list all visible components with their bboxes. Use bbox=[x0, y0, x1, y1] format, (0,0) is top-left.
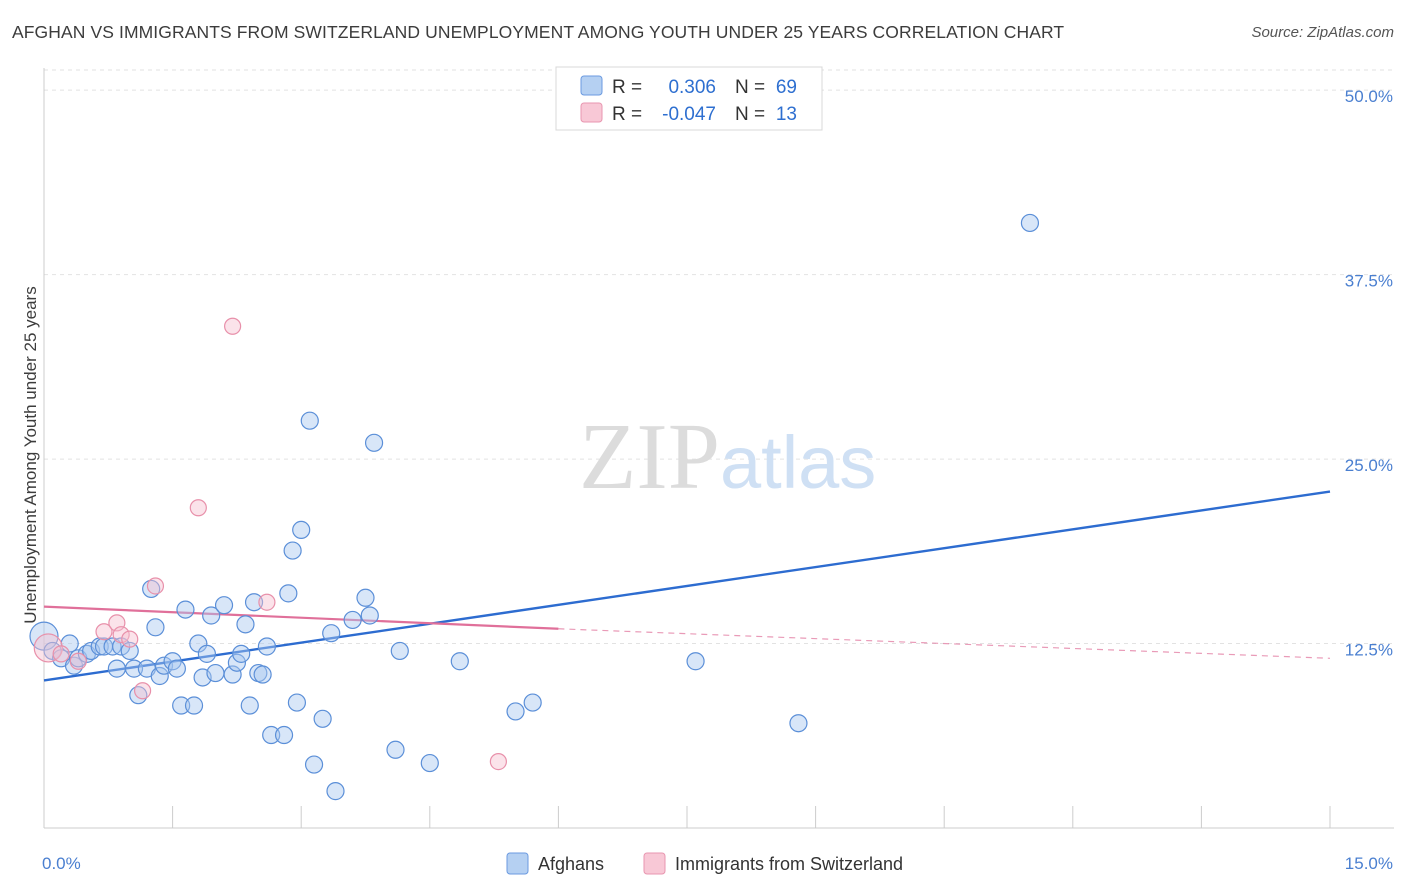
data-point-swiss bbox=[489, 752, 507, 771]
y-tick-label: 12.5% bbox=[1345, 641, 1393, 660]
data-point-afghans bbox=[167, 659, 186, 678]
data-point-afghans bbox=[120, 641, 139, 661]
legend-r-label-1: R = bbox=[612, 77, 642, 98]
scatter-points bbox=[29, 213, 1040, 801]
data-point-afghans bbox=[197, 644, 216, 663]
data-point-afghans bbox=[172, 696, 191, 715]
data-point-afghans bbox=[236, 615, 255, 634]
data-point-afghans bbox=[262, 725, 281, 745]
data-point-afghans bbox=[232, 644, 251, 663]
data-point-swiss bbox=[112, 626, 130, 644]
data-point-swiss bbox=[133, 682, 152, 700]
data-point-swiss bbox=[146, 577, 165, 595]
x-tick-label-max: 15.0% bbox=[1345, 854, 1393, 873]
data-point-afghans bbox=[257, 637, 277, 656]
data-point-afghans bbox=[450, 652, 469, 671]
data-point-swiss bbox=[189, 499, 207, 517]
data-point-afghans bbox=[304, 755, 324, 774]
data-point-afghans bbox=[313, 709, 332, 728]
legend-n-value-2: 13 bbox=[776, 104, 797, 125]
y-axis-label: Unemployment Among Youth under 25 years bbox=[21, 286, 40, 623]
data-point-afghans bbox=[789, 714, 808, 733]
legend-r-value-1: 0.306 bbox=[668, 77, 716, 98]
chart-title: AFGHAN VS IMMIGRANTS FROM SWITZERLAND UN… bbox=[12, 22, 1065, 42]
legend-n-value-1: 69 bbox=[776, 77, 797, 98]
data-point-afghans bbox=[146, 618, 165, 637]
watermark-atlas: atlas bbox=[720, 421, 876, 504]
data-point-afghans bbox=[292, 520, 311, 540]
data-point-afghans bbox=[150, 666, 169, 686]
legend-n-label-2: N = bbox=[735, 104, 765, 125]
data-point-swiss bbox=[224, 317, 242, 335]
data-point-afghans bbox=[240, 696, 259, 715]
data-point-afghans bbox=[107, 659, 126, 678]
data-point-afghans bbox=[214, 596, 234, 615]
series-label-swiss: Immigrants from Switzerland bbox=[675, 854, 903, 874]
data-point-afghans bbox=[390, 641, 409, 661]
axes bbox=[43, 68, 1394, 829]
data-point-swiss bbox=[258, 593, 276, 611]
data-point-afghans bbox=[244, 593, 264, 612]
data-point-swiss bbox=[69, 652, 87, 670]
data-point-afghans bbox=[322, 624, 341, 643]
data-point-afghans bbox=[202, 606, 221, 625]
legend-r-value-2: -0.047 bbox=[662, 104, 716, 125]
data-point-afghans bbox=[360, 606, 379, 625]
data-point-afghans bbox=[386, 740, 405, 759]
legend-swatch-afghans bbox=[580, 75, 603, 96]
data-point-afghans bbox=[279, 584, 298, 603]
y-tick-label: 25.0% bbox=[1345, 456, 1393, 475]
data-point-afghans bbox=[206, 663, 225, 683]
tick-labels: 12.5% 25.0% 37.5% 50.0% 0.0% 15.0% bbox=[42, 87, 1393, 873]
legend-swatch-swiss bbox=[580, 102, 603, 123]
data-point-afghans bbox=[184, 696, 204, 715]
data-point-afghans bbox=[420, 753, 439, 773]
data-point-swiss bbox=[121, 630, 139, 648]
data-point-afghans bbox=[223, 665, 242, 684]
data-point-afghans bbox=[112, 637, 131, 656]
data-point-swiss bbox=[95, 623, 113, 641]
source-label: Source: ZipAtlas.com bbox=[1251, 24, 1394, 41]
trend-line-swiss-extension bbox=[558, 628, 1331, 659]
data-point-afghans bbox=[523, 693, 542, 712]
data-point-afghans bbox=[506, 702, 525, 721]
correlation-legend: R = 0.306 N = 69 R = -0.047 N = 13 bbox=[555, 66, 823, 131]
data-point-afghans bbox=[326, 782, 345, 801]
data-point-afghans bbox=[124, 659, 144, 678]
data-point-afghans bbox=[142, 579, 161, 599]
data-point-afghans bbox=[300, 411, 319, 430]
data-point-afghans bbox=[1020, 213, 1040, 233]
data-point-afghans bbox=[356, 588, 375, 607]
series-legend: Afghans Immigrants from Switzerland bbox=[506, 852, 903, 875]
data-point-swiss bbox=[33, 633, 63, 663]
x-ticks bbox=[43, 806, 1331, 828]
trend-line-swiss bbox=[43, 605, 559, 630]
data-point-afghans bbox=[287, 693, 307, 712]
legend-n-label-1: N = bbox=[735, 77, 765, 98]
y-tick-label: 50.0% bbox=[1345, 87, 1393, 106]
data-point-afghans bbox=[343, 610, 362, 630]
data-point-afghans bbox=[253, 665, 272, 684]
data-point-afghans bbox=[283, 541, 302, 560]
data-point-afghans bbox=[176, 600, 195, 619]
data-point-afghans bbox=[274, 725, 294, 745]
data-point-afghans bbox=[686, 652, 705, 671]
series-swatch-afghans bbox=[506, 852, 529, 875]
grid-lines bbox=[44, 69, 1394, 645]
series-swatch-swiss bbox=[643, 852, 666, 875]
x-tick-label-min: 0.0% bbox=[42, 854, 81, 873]
data-point-afghans bbox=[227, 653, 246, 672]
series-label-afghans: Afghans bbox=[538, 854, 604, 874]
data-point-swiss bbox=[52, 645, 70, 663]
y-tick-label: 37.5% bbox=[1345, 272, 1393, 291]
watermark-zip: ZIP bbox=[579, 405, 720, 509]
legend-r-label-2: R = bbox=[612, 104, 642, 125]
data-point-afghans bbox=[364, 433, 384, 452]
